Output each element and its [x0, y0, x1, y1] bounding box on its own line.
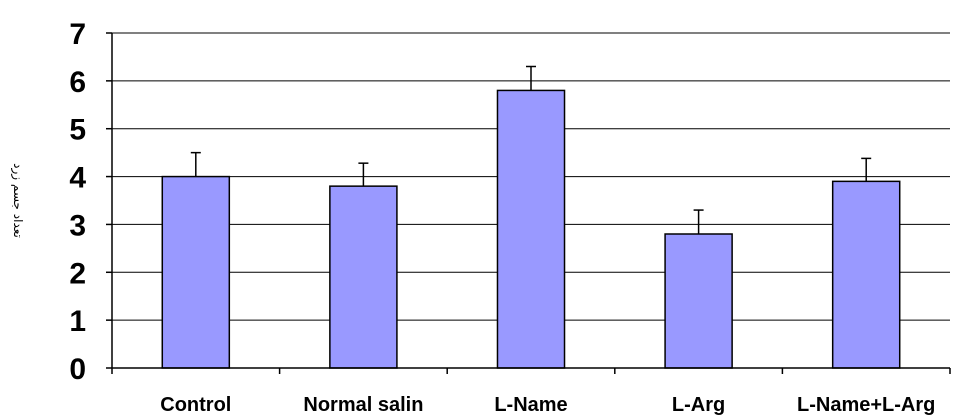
- x-category-label: Control: [160, 394, 231, 416]
- x-category-label: L-Arg: [672, 394, 725, 416]
- y-tick-label: 3: [69, 209, 86, 242]
- y-axis-tick-labels: 0 1 2 3 4 5 6 7: [69, 18, 112, 386]
- bar: [161, 175, 231, 369]
- y-tick-label: 0: [69, 353, 86, 386]
- x-category-label: L-Name: [494, 394, 567, 416]
- bars: [161, 89, 901, 369]
- bar: [496, 89, 566, 369]
- y-tick-label: 6: [69, 66, 86, 99]
- bar: [831, 180, 901, 369]
- y-tick-label: 7: [69, 18, 86, 51]
- x-axis-category-labels: Control Normal salin L-Name L-Arg L-Name+L-A…: [111, 368, 951, 416]
- y-tick-label: 4: [69, 162, 86, 195]
- error-bars: [190, 65, 872, 234]
- bar: [329, 185, 398, 369]
- bar: [664, 233, 733, 369]
- y-axis-title: تعداد جسم زرد: [10, 163, 25, 238]
- y-tick-label: 1: [69, 305, 86, 338]
- x-category-label: L-Name+L-Arg: [797, 394, 935, 416]
- y-tick-label: 2: [69, 257, 86, 290]
- y-tick-label: 5: [69, 114, 86, 147]
- x-category-label: Normal salin: [303, 394, 423, 416]
